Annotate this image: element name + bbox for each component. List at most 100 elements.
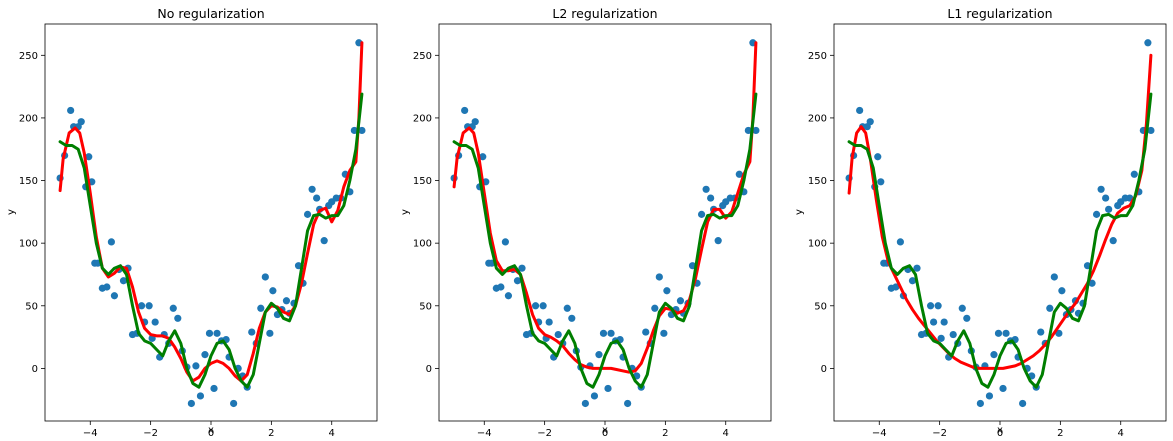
scatter-point — [110, 292, 119, 300]
scatter-point — [77, 118, 85, 126]
scatter-point — [963, 314, 971, 322]
scatter-point — [752, 126, 760, 135]
x-axis-label: x — [208, 425, 214, 436]
chart-title: No regularization — [157, 6, 264, 21]
scatter-point — [1019, 399, 1027, 408]
scatter-point — [174, 314, 182, 322]
scatter-point — [554, 330, 562, 339]
scatter-point — [103, 283, 111, 291]
scatter-point — [655, 273, 663, 281]
scatter-point — [1130, 170, 1138, 178]
scatter-point — [213, 329, 221, 337]
x-tick-label-0: −4 — [872, 428, 887, 439]
scatter-point — [892, 283, 900, 291]
scatter-point — [501, 238, 509, 246]
fit-line-0 — [452, 41, 758, 374]
scatter-point — [1046, 304, 1054, 312]
scatter-point — [119, 277, 128, 285]
scatter-point — [497, 283, 505, 291]
scatter-point — [350, 126, 358, 135]
x-tick-label-1: −2 — [143, 428, 158, 439]
y-tick-label-5: 250 — [808, 51, 827, 62]
scatter-point — [1109, 237, 1117, 245]
scatter-point — [568, 314, 576, 322]
scatter-point — [145, 302, 153, 310]
scatter-point — [479, 153, 487, 161]
scatter-point — [660, 329, 668, 337]
y-tick-label-2: 100 — [413, 239, 432, 250]
scatter-point — [663, 287, 671, 295]
y-tick-label-3: 150 — [808, 176, 827, 187]
x-axis-label: x — [602, 425, 608, 436]
y-tick-label-1: 50 — [814, 301, 827, 312]
scatter-point — [930, 318, 938, 326]
scatter-point — [604, 384, 612, 393]
x-tick-label-4: 4 — [329, 428, 335, 439]
scatter-point — [642, 328, 650, 336]
scatter-point — [248, 328, 256, 336]
x-tick-label-0: −4 — [477, 428, 492, 439]
y-tick-label-3: 150 — [19, 176, 38, 187]
scatter-point — [210, 384, 218, 393]
axes-frame — [833, 23, 1167, 422]
scatter-point — [1050, 273, 1058, 281]
axes-frame — [44, 23, 378, 422]
scatter-point — [994, 329, 1003, 337]
scatter-point — [1102, 194, 1110, 202]
y-tick-label-1: 50 — [25, 301, 38, 312]
y-tick-label-4: 200 — [413, 113, 432, 124]
scatter-point — [985, 392, 994, 400]
x-tick-label-2: 0 — [602, 428, 608, 439]
scatter-point — [908, 277, 917, 285]
y-tick-label-5: 250 — [413, 51, 432, 62]
scatter-point — [1147, 126, 1155, 135]
scatter-point — [1092, 210, 1101, 218]
y-axis-label: y — [400, 209, 411, 215]
scatter-point — [1144, 39, 1152, 47]
scatter-point — [196, 392, 205, 400]
scatter-point — [192, 362, 200, 370]
plot-content — [450, 39, 760, 408]
scatter-point — [1088, 279, 1096, 287]
scatter-point — [313, 194, 321, 202]
y-tick-label-4: 200 — [19, 113, 38, 124]
scatter-point — [201, 351, 209, 359]
y-axis-label: y — [794, 209, 805, 215]
scatter-point — [151, 318, 159, 326]
x-tick-label-1: −2 — [537, 428, 552, 439]
scatter-point — [707, 194, 715, 202]
scatter-point — [137, 302, 146, 310]
scatter-point — [590, 392, 599, 400]
plot-area: −4 −2 0 2 4 0 50 100 150 200 250 — [413, 39, 760, 439]
scatter-point — [1097, 185, 1105, 193]
chart-title: L2 regularization — [552, 6, 657, 21]
scatter-point — [744, 126, 752, 135]
scatter-point — [107, 238, 115, 246]
subplot-l2-regularization: L2 regularization x y −4 −2 0 2 4 0 50 100 150 20… — [400, 6, 772, 439]
scatter-point — [940, 318, 948, 326]
scatter-point — [735, 170, 743, 178]
scatter-point — [563, 304, 571, 312]
scatter-point — [856, 106, 864, 115]
scatter-point — [896, 238, 905, 246]
scatter-point — [205, 329, 214, 337]
scatter-point — [67, 106, 75, 115]
scatter-point — [257, 304, 265, 312]
fit-line-1 — [847, 92, 1153, 389]
scatter-point — [926, 302, 935, 310]
scatter-point — [230, 399, 238, 408]
fit-line-1 — [58, 92, 364, 389]
scatter-point — [513, 277, 522, 285]
scatter-point — [1055, 329, 1063, 337]
x-tick-label-3: 2 — [1057, 428, 1063, 439]
scatter-point — [714, 237, 722, 245]
scatter-point — [990, 351, 998, 359]
x-tick-label-4: 4 — [1118, 428, 1124, 439]
scatter-point — [599, 329, 608, 337]
scatter-point — [595, 351, 603, 359]
y-tick-label-4: 200 — [808, 113, 827, 124]
x-tick-label-0: −4 — [83, 428, 98, 439]
scatter-point — [308, 185, 316, 193]
